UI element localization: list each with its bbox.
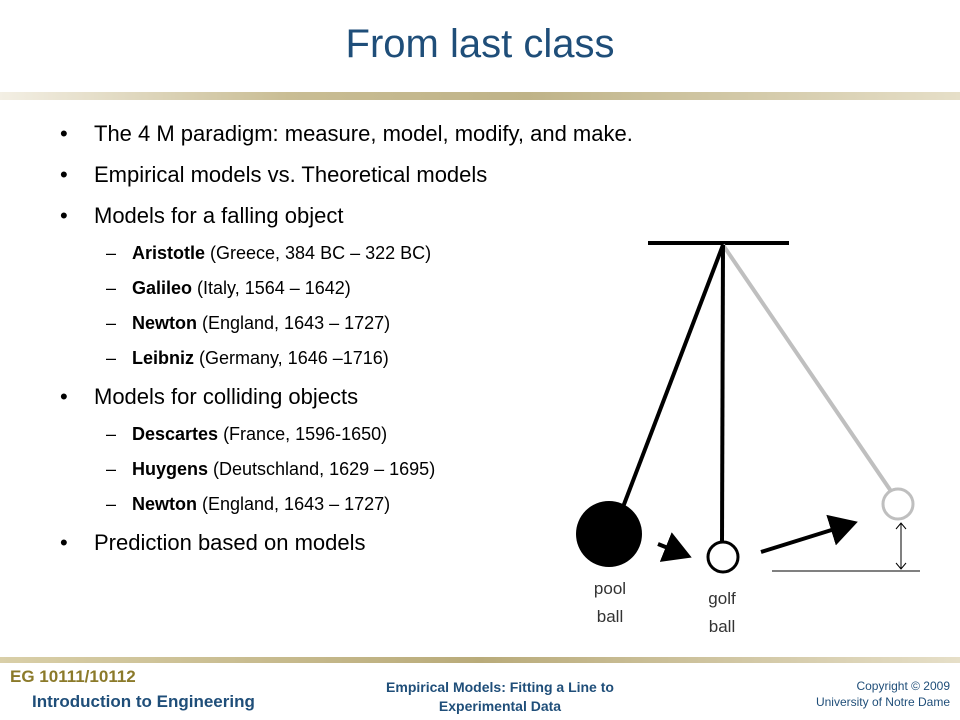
sub-bullet-item: – Newton (England, 1643 – 1727) <box>106 494 391 514</box>
scientist-name: Newton <box>132 494 197 514</box>
footer-divider <box>0 657 960 663</box>
pool-arrow <box>657 532 692 562</box>
swung-string <box>721 243 897 499</box>
golf-ball-string <box>720 244 725 544</box>
footer-copyright: Copyright © 2009 University of Notre Dam… <box>815 679 950 709</box>
bullet-item: The 4 M paradigm: measure, model, modify… <box>56 113 656 154</box>
slide-title: From last class <box>345 22 615 66</box>
scientist-name: Leibniz <box>132 348 194 368</box>
sub-bullet-item: – Leibniz (Germany, 1646 –1716) <box>106 348 389 368</box>
pool-ball-label: pool ball <box>593 579 627 626</box>
footer-course-code: EG 10111/10112 <box>10 667 136 686</box>
golf-arrow <box>760 514 858 554</box>
pool-ball <box>576 501 642 567</box>
footer-course-title: Introduction to Engineering <box>32 692 255 711</box>
pendulum-collision-diagram <box>576 241 920 574</box>
title-divider <box>0 92 960 100</box>
height-arrow-top <box>895 522 907 530</box>
bullet-item: Prediction based on models <box>56 522 656 563</box>
scientist-name: Newton <box>132 313 197 333</box>
footer-topic: Empirical Models: Fitting a Line to Expe… <box>386 679 614 714</box>
height-arrow-bottom <box>895 562 907 570</box>
pool-ball-string <box>621 244 725 508</box>
scientist-name: Descartes <box>132 424 219 444</box>
scientist-name: Huygens <box>132 459 209 479</box>
bullet-list: The 4 M paradigm: measure, model, modify… <box>56 113 656 563</box>
sub-bullet-item: – Newton (England, 1643 – 1727) <box>106 313 391 333</box>
bullet-item: Models for colliding objects <box>56 376 656 417</box>
bullet-item: Empirical models vs. Theoretical models <box>56 154 656 195</box>
bullet-item: Models for a falling object <box>56 195 656 236</box>
golf-ball-raised <box>881 487 915 521</box>
scientist-name: Aristotle <box>132 243 206 263</box>
sub-bullet-item: – Aristotle (Greece, 384 BC – 322 BC) <box>106 243 432 263</box>
sub-bullet-item: – Huygens (Deutschland, 1629 – 1695) <box>106 459 436 479</box>
sub-bullet-item: – Galileo (Italy, 1564 – 1642) <box>106 278 351 298</box>
golf-ball <box>706 540 740 574</box>
sub-bullet-item: – Descartes (France, 1596-1650) <box>106 424 388 444</box>
golf-ball-label: golf ball <box>708 589 736 636</box>
scientist-name: Galileo <box>132 278 193 298</box>
